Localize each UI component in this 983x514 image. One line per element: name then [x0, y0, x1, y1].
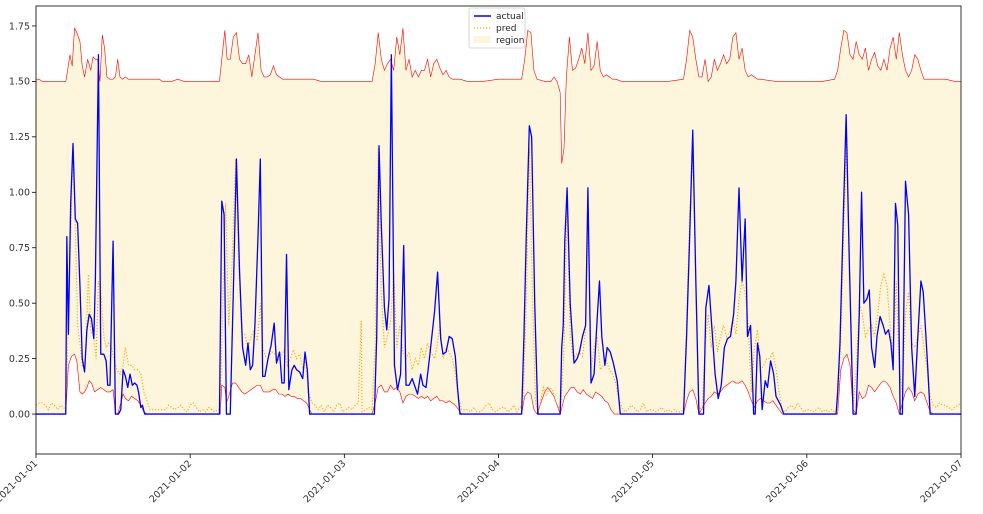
x-tick-label: 2021-01-06: [764, 458, 811, 505]
y-tick-label: 0.25: [9, 354, 30, 365]
y-tick-label: 1.25: [9, 132, 30, 143]
x-axis: 2021-01-01 2021-01-02 2021-01-03 2021-01-04…: [0, 454, 965, 505]
legend-label: region: [496, 36, 524, 46]
y-tick-label: 1.00: [9, 188, 30, 199]
y-tick-label: 0.50: [9, 298, 30, 309]
y-tick-label: 0.75: [9, 243, 30, 254]
actual-series: [36, 54, 961, 415]
x-tick-label: 2021-01-04: [456, 458, 503, 505]
y-axis: 0.00 0.25 0.50 0.75 1.00 1.25 1.50 1.75: [9, 21, 36, 420]
x-tick-label: 2021-01-02: [147, 458, 194, 505]
legend-label: actual: [496, 12, 524, 22]
y-tick-label: 0.00: [9, 409, 30, 420]
legend-swatch-region: [474, 36, 491, 43]
x-tick-label: 2021-01-07: [918, 458, 965, 505]
y-tick-label: 1.50: [9, 77, 30, 88]
x-tick-label: 2021-01-03: [302, 458, 349, 505]
legend: actual pred region: [468, 7, 526, 49]
x-tick-label: 2021-01-01: [0, 458, 40, 505]
legend-label: pred: [496, 24, 516, 34]
actual-line: [36, 54, 961, 415]
y-tick-label: 1.75: [9, 21, 30, 32]
region-band: [36, 27, 961, 416]
x-tick-label: 2021-01-05: [610, 458, 657, 505]
region-upper-line: [36, 27, 961, 164]
region-fill: [36, 28, 961, 415]
